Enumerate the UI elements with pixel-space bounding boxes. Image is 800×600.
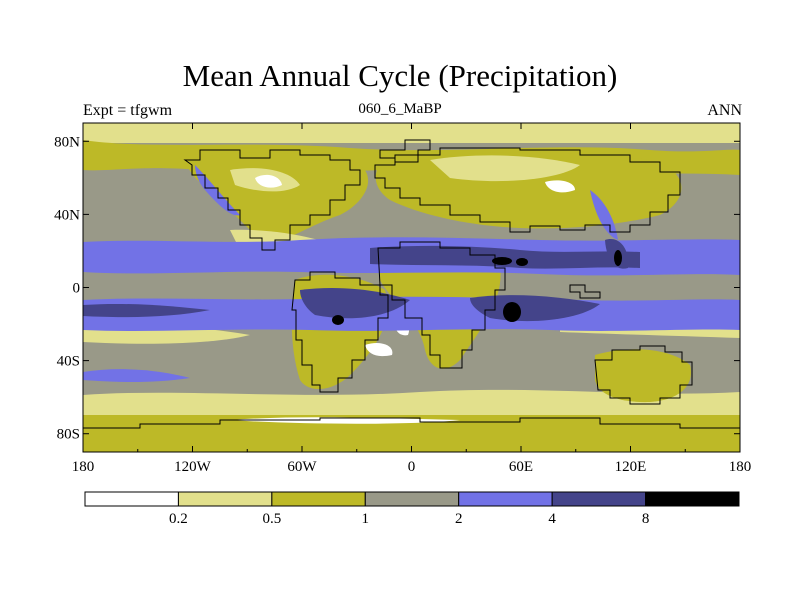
- x-tick-label: 0: [408, 459, 416, 475]
- extreme-cell-1: [492, 257, 512, 265]
- pacific-dark-band: [83, 303, 210, 318]
- colorbar-swatch: [364, 491, 460, 507]
- x-tick-label: 60E: [509, 459, 533, 475]
- x-tick-label: 60W: [287, 459, 317, 475]
- colorbar-level-label: 0.5: [262, 511, 281, 527]
- colorbar-swatch: [551, 491, 647, 507]
- equatorial-dark: [300, 288, 410, 319]
- y-tick-label: 80S: [57, 427, 80, 443]
- x-tick-label: 180: [72, 459, 95, 475]
- coast-australia: [594, 345, 693, 405]
- y-tick-label: 40N: [54, 207, 80, 223]
- colorbar-level-label: 2: [455, 511, 463, 527]
- extreme-cell-2: [516, 258, 528, 266]
- y-tick-label: 80N: [54, 134, 80, 150]
- x-tick-label: 120W: [174, 459, 212, 475]
- season-label: ANN: [707, 102, 742, 119]
- x-tick-label: 180: [729, 459, 752, 475]
- extreme-cell-5: [503, 302, 521, 322]
- colorbar: 0.2 0.5 1 2 4 8: [84, 491, 740, 527]
- axes: 180 120W 60W 0 60E 120E 180 80N 40N 0 40S 80S: [54, 123, 751, 475]
- colorbar-level-label: 8: [642, 511, 650, 527]
- case-label: 060_6_MaBP: [358, 101, 442, 117]
- colorbar-swatch: [271, 491, 366, 507]
- coastlines: [83, 139, 740, 429]
- coast-eurasia: [374, 147, 681, 233]
- y-tick-label: 0: [73, 281, 81, 297]
- coast-greenland: [379, 139, 431, 163]
- north-america-land: [185, 152, 369, 245]
- antarctic-white: [230, 417, 460, 424]
- precip-map: [83, 123, 740, 452]
- dry-patch-na: [255, 174, 282, 188]
- y-tick-label: 40S: [57, 354, 80, 370]
- east-asia-blue: [590, 190, 618, 240]
- colorbar-level-label: 4: [548, 511, 556, 527]
- dry-patch-spac: [365, 343, 393, 357]
- coast-africa: [377, 241, 506, 369]
- colorbar-level-label: 0.2: [169, 511, 188, 527]
- indian-ocean-dark: [470, 295, 600, 322]
- australia-land: [595, 349, 691, 403]
- experiment-label: Expt = tfgwm: [83, 102, 173, 119]
- extreme-cell-3: [614, 250, 622, 266]
- coast-south-america: [291, 271, 389, 393]
- eurasia-pale: [430, 155, 580, 182]
- extreme-cell-4: [332, 315, 344, 325]
- arctic-band-pale: [83, 123, 740, 143]
- coast-antarctica: [83, 417, 740, 429]
- dry-patch-asia: [545, 180, 575, 193]
- colorbar-swatch: [458, 491, 553, 507]
- southern-ocean-blue: [83, 369, 190, 382]
- coast-indonesia: [569, 284, 601, 299]
- chart-title: Mean Annual Cycle (Precipitation): [182, 58, 618, 93]
- colorbar-swatch: [177, 491, 273, 507]
- colorbar-level-label: 1: [362, 511, 370, 527]
- colorbar-swatch: [84, 491, 179, 507]
- coast-north-america: [183, 149, 361, 251]
- colorbar-swatch: [645, 491, 740, 507]
- x-tick-label: 120E: [615, 459, 647, 475]
